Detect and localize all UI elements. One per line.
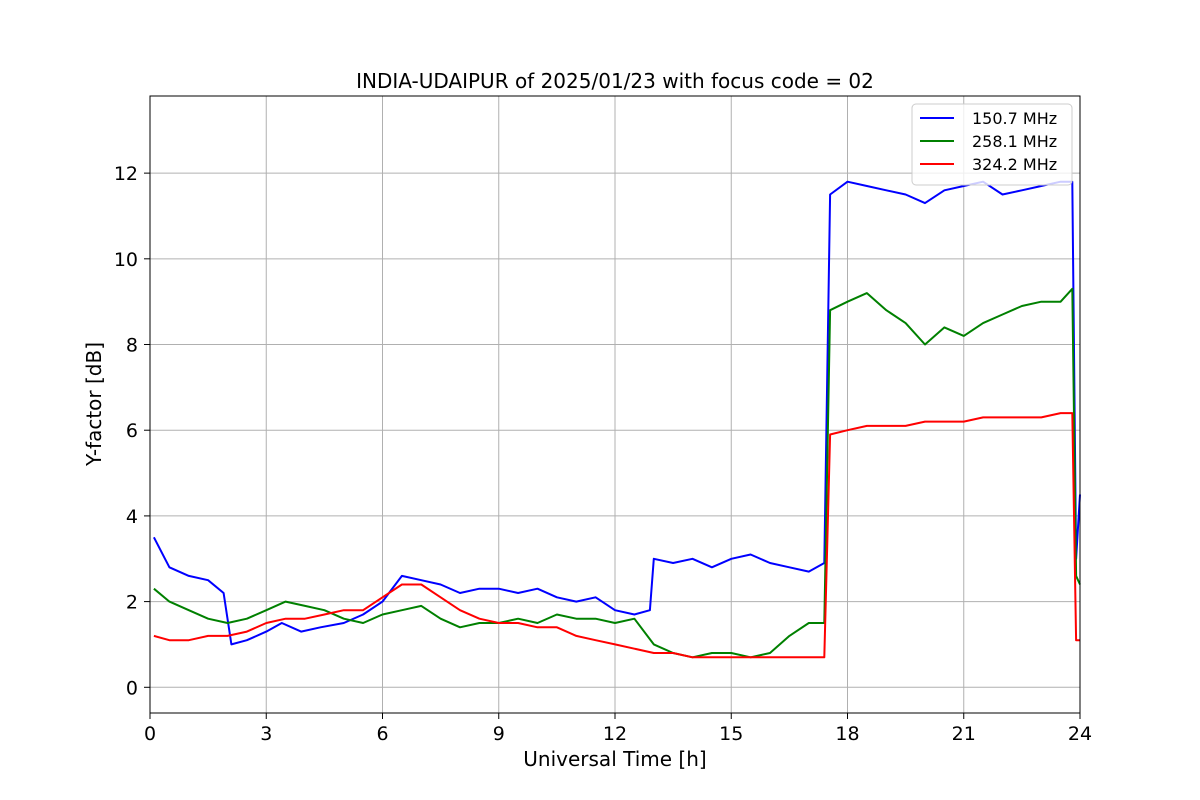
x-tick-label: 18 bbox=[835, 723, 859, 745]
x-tick-label: 15 bbox=[719, 723, 743, 745]
y-tick-label: 4 bbox=[126, 506, 138, 528]
series-line-0 bbox=[153, 180, 1081, 646]
y-axis-label: Y-factor [dB] bbox=[82, 342, 106, 467]
x-tick-label: 3 bbox=[260, 723, 272, 745]
x-tick-label: 0 bbox=[144, 723, 156, 745]
legend-label: 258.1 MHz bbox=[972, 132, 1057, 151]
x-tick-label: 12 bbox=[603, 723, 627, 745]
x-tick-label: 21 bbox=[952, 723, 976, 745]
series-line-1 bbox=[153, 287, 1081, 659]
x-axis-label: Universal Time [h] bbox=[523, 747, 706, 771]
legend: 150.7 MHz 258.1 MHz 324.2 MHz bbox=[911, 103, 1073, 186]
plot-area bbox=[153, 180, 1081, 659]
y-tick-label: 6 bbox=[126, 420, 138, 442]
y-tick-label: 10 bbox=[114, 249, 138, 271]
y-tick-label: 12 bbox=[114, 163, 138, 185]
series-line-2 bbox=[153, 412, 1080, 659]
legend-label: 150.7 MHz bbox=[972, 109, 1057, 128]
chart-title: INDIA-UDAIPUR of 2025/01/23 with focus c… bbox=[356, 69, 874, 93]
y-tick-label: 8 bbox=[126, 335, 138, 357]
y-axis: 0 2 4 6 8 10 12 bbox=[114, 163, 150, 699]
x-axis: 0 3 6 9 12 15 18 21 24 bbox=[144, 713, 1092, 745]
x-tick-label: 24 bbox=[1068, 723, 1092, 745]
y-tick-label: 2 bbox=[126, 592, 138, 614]
legend-label: 324.2 MHz bbox=[972, 155, 1057, 174]
x-tick-label: 6 bbox=[376, 723, 388, 745]
y-tick-label: 0 bbox=[126, 677, 138, 699]
x-tick-label: 9 bbox=[493, 723, 505, 745]
